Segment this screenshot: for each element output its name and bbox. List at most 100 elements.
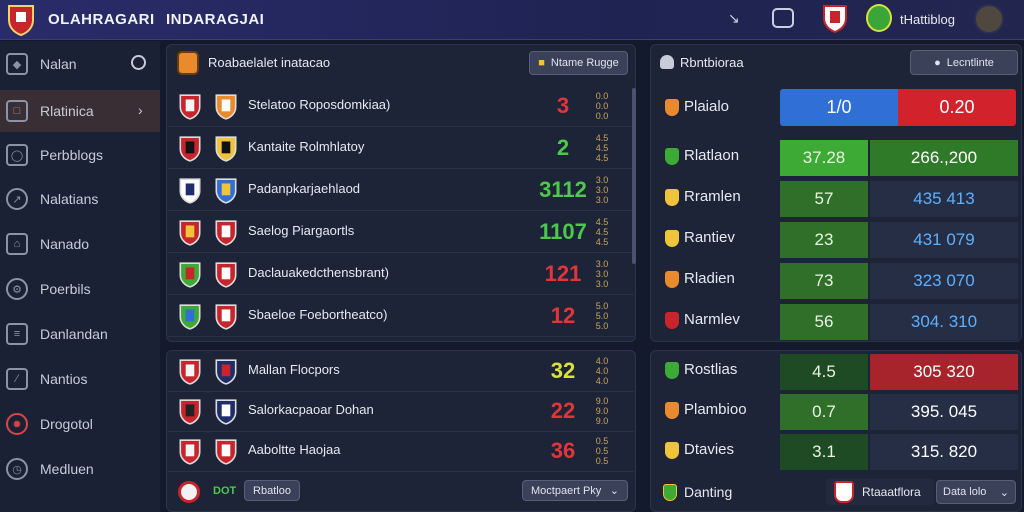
odds-value: 9.0: [595, 396, 609, 406]
gem-icon: ◆: [6, 53, 28, 75]
sidebar-item-8[interactable]: ✹ Drogotol: [0, 403, 160, 445]
odds-value: 4.5: [595, 153, 609, 163]
match-row[interactable]: Mallan Flocpors 32 4.0 4.0 4.0: [168, 351, 634, 392]
chevron-right-icon: ›: [138, 102, 143, 118]
sidebar-item-5[interactable]: ⚙ Poerbils: [0, 268, 160, 310]
match-row[interactable]: Stelatoo Roposdomkiaa) 3 0.0 0.0 0.0: [168, 86, 634, 127]
chevron-down-icon: ⌄: [999, 486, 1009, 499]
row-label: Rantiev: [684, 229, 735, 246]
match-score: 12: [550, 303, 576, 328]
footer-button[interactable]: Rbatloo: [244, 480, 300, 501]
club-crest-icon[interactable]: [6, 4, 36, 36]
home-crest-icon: [178, 303, 202, 331]
stat-b: 305 320: [870, 354, 1018, 390]
filter-button[interactable]: ■ Ntame Rugge: [529, 51, 628, 75]
sidebar-item-4[interactable]: ⌂ Nanado: [0, 223, 160, 265]
sidebar-item-6[interactable]: ≡ Danlandan: [0, 313, 160, 355]
stat-a: 37.28: [780, 140, 868, 176]
footer-select-value: Moctpaert Pky: [531, 484, 602, 497]
odds-value: 3.0: [595, 195, 609, 205]
match-score: 3: [556, 93, 570, 118]
standings-row[interactable]: Rladien 73 323 070: [652, 260, 1020, 300]
standings-row[interactable]: Rlatlaon 37.28 266.,200: [652, 137, 1020, 177]
home-crest-icon: [178, 358, 202, 386]
footer-team-icon: [178, 481, 200, 503]
row-label: Rramlen: [684, 188, 741, 205]
standings-row[interactable]: Rostlias 4.5 305 320: [652, 351, 1020, 391]
match-label: Stelatoo Roposdomkiaa): [248, 97, 391, 112]
odds-value: 5.0: [595, 321, 609, 331]
person-icon: ●: [934, 56, 941, 69]
standings-header-button[interactable]: ● Lecntlinte: [910, 50, 1018, 75]
user-badge-icon[interactable]: [866, 4, 892, 32]
match-score: 22: [550, 398, 576, 423]
sidebar-item-1[interactable]: □ Rlatinica ›: [0, 90, 160, 132]
sidebar-item-2[interactable]: ◯ Perbblogs: [0, 134, 160, 176]
fixtures-title: Roabaelalet inatacao: [208, 55, 331, 70]
red-value: 0.20: [898, 89, 1016, 126]
home-crest-icon: [178, 261, 202, 289]
match-score: 2: [556, 135, 570, 160]
user-label[interactable]: tHattiblog: [900, 12, 955, 27]
away-crest-icon: [214, 438, 238, 466]
standings-title: Rbntbioraa: [680, 55, 744, 70]
stat-b: 435 413: [870, 181, 1018, 217]
match-label: Saelog Piargaortls: [248, 223, 355, 238]
match-row[interactable]: Kantaite Rolmhlatoy 2 4.5 4.5 4.5: [168, 128, 634, 169]
standings-row[interactable]: Dtavies 3.1 315. 820: [652, 431, 1020, 471]
away-crest-icon: [214, 303, 238, 331]
sidebar-item-label: Drogotol: [40, 416, 93, 432]
row-label: Plaialo: [684, 98, 730, 115]
team-badge-icon[interactable]: [822, 4, 848, 34]
match-row[interactable]: Daclauakedcthensbrant) 121 3.0 3.0 3.0: [168, 254, 634, 295]
sidebar-item-0[interactable]: ◆ Nalan: [0, 43, 160, 85]
stat-b: 315. 820: [870, 434, 1018, 470]
odds-value: 4.5: [595, 217, 609, 227]
search-icon[interactable]: [131, 55, 146, 70]
odds-value: 4.5: [595, 143, 609, 153]
match-label: Kantaite Rolmhlatoy: [248, 139, 365, 154]
standings-row[interactable]: Rantiev 23 431 079: [652, 219, 1020, 259]
sidebar-item-3[interactable]: ↗ Nalatians: [0, 178, 160, 220]
home-crest-icon: [178, 135, 202, 163]
standings-row[interactable]: Rramlen 57 435 413: [652, 178, 1020, 218]
fixtures-panel: [166, 44, 636, 342]
sidebar-item-7[interactable]: ∕ Nantios: [0, 358, 160, 400]
match-row[interactable]: Salorkacpaoar Dohan 22 9.0 9.0 9.0: [168, 391, 634, 432]
odds-value: 9.0: [595, 406, 609, 416]
stat-a: 23: [780, 222, 868, 258]
standings-row[interactable]: Plambioo 0.7 395. 045: [652, 391, 1020, 431]
stat-b: 304. 310: [870, 304, 1018, 340]
match-row[interactable]: Sbaeloe Foebortheatco) 12 5.0 5.0 5.0: [168, 296, 634, 337]
footer-select[interactable]: Moctpaert Pky ⌄: [522, 480, 628, 501]
odds-value: 4.0: [595, 356, 609, 366]
match-label: Daclauakedcthensbrant): [248, 265, 389, 280]
sidebar-item-label: Nalatians: [40, 191, 99, 207]
sidebar-item-9[interactable]: ◷ Medluen: [0, 448, 160, 490]
stat-a: 3.1: [780, 434, 868, 470]
shield-icon: [665, 312, 679, 329]
message-icon[interactable]: [772, 8, 794, 28]
standings-footer-select[interactable]: Data lolo ⌄: [936, 480, 1016, 504]
user-icon: [660, 55, 674, 69]
match-row[interactable]: Saelog Piargaortls 1107 4.5 4.5 4.5: [168, 212, 634, 253]
sidebar-item-label: Rlatinica: [40, 103, 94, 119]
match-row[interactable]: Aaboltte Haojaa 36 0.5 0.5 0.5: [168, 431, 634, 472]
bank-icon: ⌂: [6, 233, 28, 255]
sidebar-item-label: Poerbils: [40, 281, 91, 297]
standings-row[interactable]: Narmlev 56 304. 310: [652, 301, 1020, 341]
avatar[interactable]: [974, 4, 1004, 34]
away-crest-icon: [214, 93, 238, 121]
odds-value: 3.0: [595, 259, 609, 269]
footer-shield-icon: [663, 484, 677, 501]
standings-footer-label: Danting: [684, 484, 733, 500]
row-label: Rostlias: [684, 361, 738, 378]
away-crest-icon: [214, 398, 238, 426]
stat-b: 266.,200: [870, 140, 1018, 176]
scrollbar[interactable]: [632, 88, 636, 264]
standings-head-row[interactable]: Plaialo 1/0 0.20: [652, 88, 1020, 128]
stat-a: 73: [780, 263, 868, 299]
match-row[interactable]: Padanpkarjaehlaod 3112 3.0 3.0 3.0: [168, 170, 634, 211]
shield-icon: [665, 271, 679, 288]
expand-icon[interactable]: ↘: [728, 10, 740, 26]
